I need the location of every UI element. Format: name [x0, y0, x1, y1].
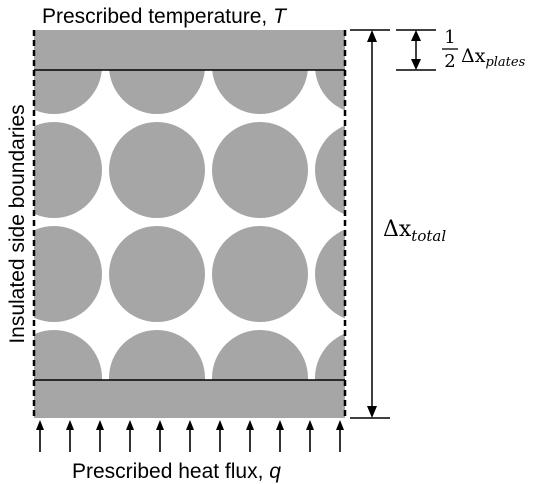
- particle-circle: [34, 330, 102, 380]
- up-arrow-icon: [336, 420, 344, 452]
- particle-circle: [212, 70, 308, 114]
- svg-text:2: 2: [444, 51, 455, 72]
- particle-circle: [212, 226, 308, 322]
- heat-flux-arrows: [36, 420, 344, 452]
- top-plate: [34, 30, 345, 70]
- particle-circle: [315, 70, 345, 111]
- up-arrow-icon: [306, 420, 314, 452]
- up-arrow-icon: [96, 420, 104, 452]
- plate-thickness-dimension: [396, 29, 436, 71]
- plate-thickness-label: 1 2 Δxplates: [442, 27, 526, 72]
- up-arrow-icon: [126, 420, 134, 452]
- total-thickness-label: Δxtotal: [383, 217, 446, 245]
- up-arrow-icon: [156, 420, 164, 452]
- particle-circle: [212, 330, 308, 380]
- particle-circle: [212, 122, 308, 218]
- particle-circle: [315, 333, 345, 380]
- particle-circle: [315, 125, 345, 215]
- up-arrow-icon: [216, 420, 224, 452]
- particle-circle: [109, 122, 205, 218]
- particle-circle: [109, 226, 205, 322]
- up-arrow-icon: [36, 420, 44, 452]
- bottom-boundary-label: Prescribed heat flux, q: [72, 460, 281, 483]
- up-arrow-icon: [66, 420, 74, 452]
- svg-text:1: 1: [444, 27, 455, 48]
- svg-text:Δxplates: Δxplates: [461, 45, 526, 70]
- up-arrow-icon: [276, 420, 284, 452]
- bottom-plate: [34, 380, 345, 418]
- particle-circle: [34, 226, 102, 322]
- up-arrow-icon: [246, 420, 254, 452]
- top-boundary-label: Prescribed temperature, T: [42, 5, 288, 28]
- particle-bed: [34, 70, 345, 380]
- particle-circle: [34, 70, 102, 114]
- up-arrow-icon: [186, 420, 194, 452]
- total-thickness-dimension: [350, 29, 390, 419]
- particle-circle: [34, 122, 102, 218]
- side-boundary-label: Insulated side boundaries: [6, 104, 29, 343]
- particle-circle: [109, 330, 205, 380]
- particle-circle: [315, 229, 345, 319]
- particle-circle: [109, 70, 205, 114]
